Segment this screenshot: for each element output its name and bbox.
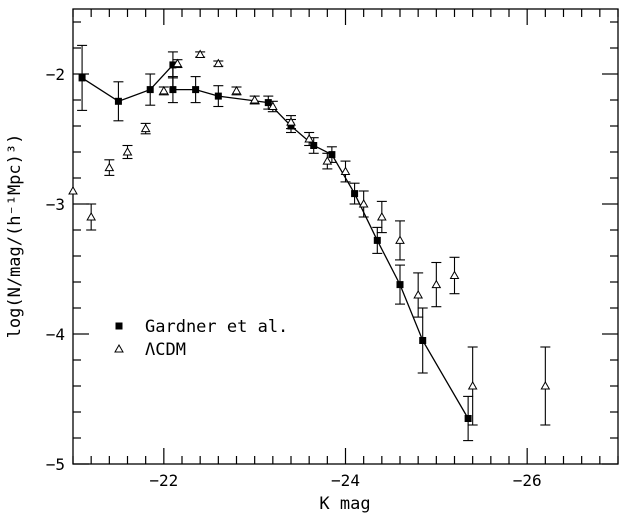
data-point-square xyxy=(214,92,222,100)
data-point-triangle xyxy=(431,279,442,289)
y-tick-label: −5 xyxy=(46,455,65,474)
series-2 xyxy=(68,49,551,426)
legend-label-series-1: Gardner et al. xyxy=(145,317,288,337)
x-tick-label: −24 xyxy=(331,471,360,490)
data-point-triangle xyxy=(340,166,351,175)
data-point-square xyxy=(328,151,336,159)
data-point-triangle xyxy=(267,101,278,110)
data-point-triangle xyxy=(122,146,133,156)
data-point-triangle xyxy=(304,133,315,143)
series-line xyxy=(81,63,469,419)
legend-marker-open-triangle xyxy=(114,343,124,353)
data-point-triangle xyxy=(376,211,387,221)
data-point-triangle xyxy=(395,235,405,244)
data-point-triangle xyxy=(195,49,206,58)
plot-frame xyxy=(72,8,619,465)
data-point-square xyxy=(351,190,359,198)
data-point-triangle xyxy=(158,85,169,95)
data-point-square xyxy=(114,97,122,105)
data-point-triangle xyxy=(213,58,224,68)
x-tick-label: −26 xyxy=(513,471,542,490)
legend-label-series-2: ΛCDM xyxy=(145,340,186,360)
data-point-triangle xyxy=(140,123,151,133)
data-point-triangle xyxy=(249,94,260,104)
data-point-triangle xyxy=(172,58,183,68)
data-point-square xyxy=(264,99,272,107)
data-point-triangle xyxy=(286,117,296,126)
data-point-triangle xyxy=(449,270,460,279)
legend-marker-filled-square xyxy=(115,322,123,330)
data-point-square xyxy=(146,86,154,94)
series-layer xyxy=(68,44,551,442)
data-point-square xyxy=(419,337,427,344)
data-point-triangle xyxy=(467,380,478,390)
tick-labels: −22 −24 −26 −5 −4 −3 −2 xyxy=(46,65,542,490)
y-axis-label: log(N/mag/(h⁻¹Mpc)³) xyxy=(5,134,25,339)
data-point-triangle xyxy=(104,162,115,172)
y-tick-label: −4 xyxy=(46,325,65,344)
data-point-triangle xyxy=(540,380,551,390)
data-point-triangle xyxy=(358,198,369,208)
data-point-square xyxy=(396,281,404,289)
series-1 xyxy=(77,44,474,442)
data-point-square xyxy=(464,415,472,422)
x-axis-label: K mag xyxy=(319,494,370,514)
data-point-triangle xyxy=(68,185,78,195)
data-point-square xyxy=(169,61,177,69)
data-point-triangle xyxy=(86,211,97,221)
data-point-triangle xyxy=(413,289,424,299)
data-point-square xyxy=(192,86,200,94)
data-point-square xyxy=(373,236,381,244)
x-tick-label: −22 xyxy=(149,471,178,490)
axis-ticks xyxy=(72,9,619,465)
data-point-square xyxy=(78,74,86,82)
data-point-square xyxy=(169,86,177,94)
data-point-triangle xyxy=(231,85,242,95)
y-tick-label: −3 xyxy=(46,195,65,214)
legend: Gardner et al. ΛCDM xyxy=(114,317,288,360)
y-tick-label: −2 xyxy=(46,65,65,84)
data-point-triangle xyxy=(322,156,333,165)
